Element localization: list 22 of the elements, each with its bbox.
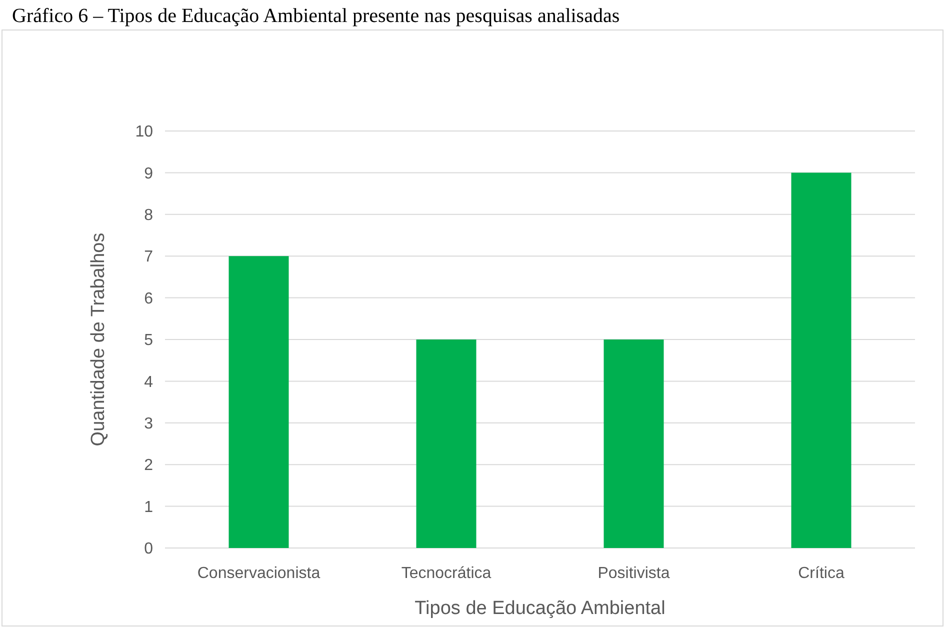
x-tick-label: Conservacionista [197, 565, 320, 582]
y-tick-label: 4 [144, 374, 154, 391]
chart-title: Gráfico 6 – Tipos de Educação Ambiental presente nas pesquisas analisadas [12, 5, 620, 27]
y-tick-label: 5 [144, 332, 154, 350]
x-tick-label: Tecnocrática [401, 565, 492, 582]
y-tick-label: 7 [144, 248, 154, 266]
bar [604, 340, 664, 548]
y-axis-title: Quantidade de Trabalhos [88, 232, 109, 446]
x-tick-label: Crítica [798, 565, 844, 582]
y-tick-label: 6 [144, 290, 154, 308]
y-tick-label: 2 [144, 457, 154, 474]
y-tick-label: 10 [135, 124, 154, 141]
y-tick-label: 1 [144, 498, 154, 516]
bar [228, 256, 289, 548]
bar [416, 340, 476, 548]
y-tick-label: 9 [144, 165, 154, 182]
bar [791, 172, 852, 548]
x-tick-label: Positivista [598, 565, 670, 582]
y-tick-label: 0 [144, 540, 154, 558]
x-axis-title: Tipos de Educação Ambiental [414, 598, 666, 619]
y-tick-label: 8 [144, 207, 154, 224]
y-tick-label: 3 [144, 416, 154, 432]
